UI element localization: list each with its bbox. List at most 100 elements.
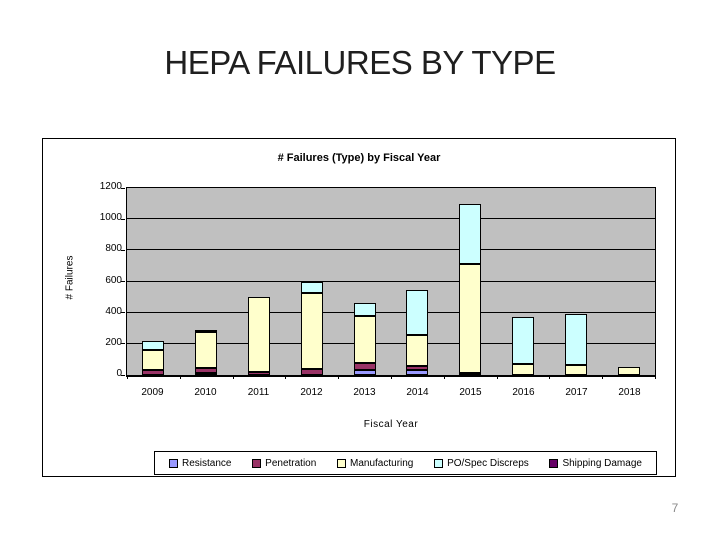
bar-slot-2010 <box>180 188 233 375</box>
x-axis-tick <box>127 375 128 379</box>
bar-segment-manufacturing <box>617 367 640 375</box>
x-axis-title: Fiscal Year <box>363 419 419 430</box>
legend-label: Manufacturing <box>350 457 414 469</box>
bar-segment-penetration <box>406 366 429 371</box>
stacked-bar-2009 <box>142 188 165 375</box>
legend-label: Shipping Damage <box>562 457 642 469</box>
x-tick-label-2013: 2013 <box>353 387 376 398</box>
y-axis-tick <box>121 312 125 314</box>
chart-legend: Resistance Penetration Manufacturing PO/Spe… <box>154 451 657 475</box>
y-axis-tick-labels: 0 200 400 600 800 1000 1200 <box>78 182 122 379</box>
bar-segment-manufacturing <box>195 332 218 368</box>
legend-swatch-icon <box>169 458 178 468</box>
x-axis-tick <box>338 375 340 379</box>
bar-segment-penetration <box>300 368 323 375</box>
gridline <box>127 311 655 313</box>
x-axis-tick <box>602 375 604 379</box>
x-axis-tick <box>443 375 445 379</box>
x-axis-tick <box>391 375 392 379</box>
x-axis-tick <box>549 375 551 379</box>
bar-segment-penetration <box>459 372 482 375</box>
gridline <box>127 342 655 344</box>
stacked-bar-2013 <box>353 188 376 375</box>
legend-swatch-icon <box>337 458 346 468</box>
legend-item-manufacturing: Manufacturing <box>337 458 413 469</box>
stacked-bar-2010 <box>195 188 218 375</box>
x-axis-tick <box>496 375 498 379</box>
x-axis-tick <box>232 375 234 379</box>
x-tick-label-2017: 2017 <box>565 387 588 398</box>
legend-item-penetration: Penetration <box>252 458 316 469</box>
bar-segment-manufacturing <box>247 297 270 372</box>
y-tick-label: 200 <box>105 336 122 348</box>
bar-slot-2018 <box>602 188 655 375</box>
bar-segment-resistance <box>195 372 218 375</box>
x-tick-label-2012: 2012 <box>300 387 323 398</box>
bar-segment-penetration <box>353 362 376 370</box>
y-tick-label: 0 <box>116 368 122 379</box>
bar-segment-manufacturing <box>511 364 534 375</box>
x-tick-label-2014: 2014 <box>406 387 429 398</box>
bar-segment-po-spec-discreps <box>406 290 429 335</box>
legend-swatch-icon <box>549 458 559 468</box>
y-axis-tick <box>121 218 125 220</box>
bar-segment-po-spec-discreps <box>142 340 165 351</box>
x-tick-label-2016: 2016 <box>512 387 535 398</box>
bar-segment-manufacturing <box>406 334 429 367</box>
y-axis-tick <box>121 343 125 345</box>
y-tick-label: 600 <box>105 274 122 286</box>
x-tick-label-2011: 2011 <box>247 387 270 398</box>
y-tick-label: 1200 <box>99 181 122 192</box>
x-tick-label-2010: 2010 <box>194 387 217 398</box>
x-axis-tick <box>285 375 287 379</box>
gridline <box>127 280 655 282</box>
legend-label: Penetration <box>265 457 317 469</box>
bar-slot-2009 <box>127 188 180 375</box>
y-tick-label: 800 <box>105 243 122 255</box>
y-axis-title: # Failures <box>64 255 76 300</box>
stacked-bar-2012 <box>300 188 323 375</box>
x-tick-label-2009: 2009 <box>141 387 164 398</box>
legend-swatch-icon <box>252 458 262 468</box>
y-axis-tick <box>121 281 125 282</box>
bar-slot-2017 <box>549 188 602 375</box>
x-tick-label-2018: 2018 <box>618 387 641 398</box>
bar-segment-po-spec-discreps <box>353 302 376 316</box>
legend-item-shipping-damage: Shipping Damage <box>549 458 642 469</box>
y-axis-tick <box>121 374 125 376</box>
x-axis-tick-labels: 2009 2010 2011 2012 2013 2014 2015 2016 2017 2018 <box>126 387 656 398</box>
slide-title: HEPA FAILURES BY TYPE <box>164 44 556 81</box>
y-axis-tick <box>121 249 125 251</box>
bar-segment-po-spec-discreps <box>300 282 323 294</box>
x-axis-tick <box>179 375 181 379</box>
page-number: 7 <box>671 501 679 515</box>
stacked-bar-2011 <box>247 188 270 375</box>
bar-segment-penetration <box>195 368 218 373</box>
bar-segment-manufacturing <box>564 364 587 375</box>
bar-segment-resistance <box>406 370 429 375</box>
bar-segment-manufacturing <box>142 350 165 371</box>
bar-segment-manufacturing <box>300 293 323 369</box>
gridline <box>127 218 655 220</box>
bar-segment-penetration <box>247 371 270 375</box>
bar-slot-2013 <box>338 188 391 375</box>
bar-slot-2012 <box>285 188 338 375</box>
bar-segment-manufacturing <box>459 264 482 373</box>
bar-slot-2015 <box>444 188 497 375</box>
bar-segment-po-spec-discreps <box>459 203 482 265</box>
gridline <box>127 249 655 251</box>
x-axis-tick <box>655 375 656 379</box>
bar-segment-penetration <box>142 370 165 375</box>
legend-label: PO/Spec Discreps <box>447 457 529 469</box>
y-axis-tick <box>121 187 125 189</box>
chart-title: # Failures (Type) by Fiscal Year <box>277 152 441 164</box>
bar-slot-2011 <box>233 188 286 375</box>
bar-slot-2014 <box>391 188 444 375</box>
bar-segment-po-spec-discreps <box>195 329 218 333</box>
bar-segment-resistance <box>353 369 376 375</box>
bar-segment-manufacturing <box>353 315 376 363</box>
stacked-bar-2014 <box>406 188 429 375</box>
stacked-bar-2016 <box>511 188 534 375</box>
legend-item-po-spec-discreps: PO/Spec Discreps <box>434 458 529 469</box>
bar-segment-po-spec-discreps <box>511 317 534 365</box>
